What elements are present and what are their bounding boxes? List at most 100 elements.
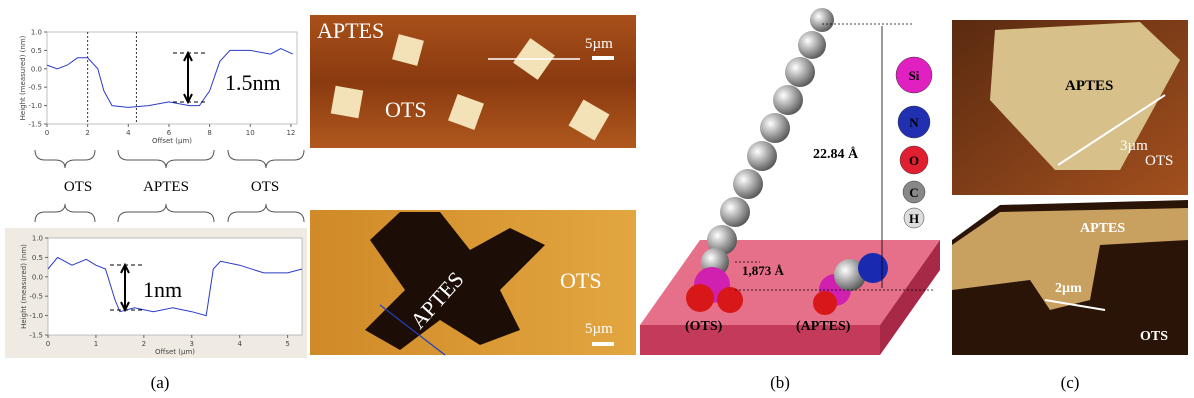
profile-line bbox=[379, 304, 446, 356]
x-tick-label: 5 bbox=[285, 340, 289, 348]
shape bbox=[448, 94, 484, 130]
x-tick-label: 0 bbox=[46, 340, 50, 348]
shape bbox=[330, 85, 364, 119]
atom-o bbox=[813, 291, 837, 315]
x-tick-label: 12 bbox=[286, 129, 295, 137]
gap-label: 1,873 Å bbox=[742, 263, 785, 278]
x-tick-label: 3 bbox=[190, 340, 194, 348]
arrow-head bbox=[183, 50, 193, 105]
brace-label: OTS bbox=[251, 179, 279, 195]
shape bbox=[810, 8, 834, 32]
scale-label: 3µm bbox=[1120, 138, 1148, 154]
height-annotation: 1.5nm bbox=[225, 70, 281, 95]
arrow-head bbox=[120, 262, 130, 313]
shape bbox=[773, 85, 803, 115]
y-tick-label: 0.0 bbox=[31, 65, 42, 73]
shape bbox=[707, 225, 737, 255]
scale-label: 5µm bbox=[585, 36, 613, 52]
x-tick-label: 1 bbox=[94, 340, 98, 348]
shape bbox=[760, 113, 790, 143]
y-tick-label: 0.5 bbox=[31, 47, 42, 55]
x-tick-label: 8 bbox=[207, 129, 211, 137]
ots-chain bbox=[701, 8, 834, 276]
shape bbox=[34, 203, 96, 223]
substrate-front bbox=[640, 325, 880, 355]
legend-label: O bbox=[909, 153, 919, 168]
label-aptes: APTES bbox=[1080, 221, 1125, 236]
legend-ball bbox=[897, 105, 931, 139]
legend-label: N bbox=[909, 115, 919, 130]
scale-arrow bbox=[1044, 299, 1106, 311]
brace-label: APTES bbox=[143, 179, 189, 195]
atom-o bbox=[717, 287, 743, 313]
profile-line bbox=[46, 48, 294, 108]
y-tick-label: 1.0 bbox=[32, 235, 43, 243]
caption: (b) bbox=[770, 373, 790, 392]
atom-n bbox=[858, 253, 888, 283]
label-ots: OTS bbox=[1145, 153, 1173, 169]
profile-chart: -1.5 -1.0 -0.5 0.0 0.5 1.0 0 2 4 6 8 10 12 Offset (µm… bbox=[19, 29, 298, 145]
x-tick-label: 6 bbox=[167, 129, 172, 137]
shape bbox=[733, 169, 763, 199]
caption: (c) bbox=[1061, 373, 1080, 392]
caption: (a) bbox=[151, 373, 170, 392]
y-tick-label: -1.0 bbox=[28, 102, 42, 110]
profile-line bbox=[47, 256, 303, 317]
y-tick-label: 0.0 bbox=[32, 273, 43, 281]
plot-area bbox=[46, 31, 298, 125]
legend-label: Si bbox=[909, 68, 920, 83]
legend-ball bbox=[899, 145, 929, 175]
y-tick-label: -1.0 bbox=[29, 312, 43, 320]
profile-chart: -1.5 -1.0 -0.5 0.0 0.5 1.0 0 1 2 3 4 5 Offset (µm) He… bbox=[20, 235, 303, 356]
atom-o bbox=[686, 284, 714, 312]
legend-ball bbox=[895, 56, 933, 94]
shape bbox=[117, 203, 215, 223]
shape bbox=[568, 99, 610, 141]
label-ots: OTS bbox=[560, 268, 602, 293]
label-aptes: APTES bbox=[1065, 78, 1113, 94]
y-tick-label: -0.5 bbox=[28, 84, 42, 92]
dimension-lines bbox=[735, 23, 935, 291]
height-label: 22.84 Å bbox=[813, 146, 859, 162]
plot-area bbox=[47, 237, 303, 336]
legend-label: H bbox=[909, 211, 919, 226]
scale-bar bbox=[592, 342, 614, 346]
x-tick-label: 4 bbox=[237, 340, 242, 348]
shape bbox=[747, 141, 777, 171]
atom-legend: Si N O CH bbox=[895, 56, 933, 229]
x-tick-label: 2 bbox=[142, 340, 146, 348]
aptes-region bbox=[990, 22, 1180, 170]
shape bbox=[227, 149, 305, 169]
shape bbox=[34, 149, 96, 169]
brace-label: OTS bbox=[64, 179, 92, 195]
y-axis-label: Height (measured) (nm) bbox=[20, 244, 28, 329]
scale-bar bbox=[592, 56, 614, 60]
y-tick-label: -1.5 bbox=[28, 121, 42, 129]
label-ots: OTS bbox=[1140, 329, 1168, 344]
y-tick-label: -0.5 bbox=[29, 293, 43, 301]
x-tick-label: 4 bbox=[126, 129, 131, 137]
label-ots: OTS bbox=[385, 97, 427, 122]
ots-label: (OTS) bbox=[685, 319, 723, 334]
legend-label: C bbox=[909, 185, 918, 200]
y-tick-label: -1.5 bbox=[29, 332, 43, 340]
aptes-cross bbox=[365, 212, 545, 350]
y-axis-label: Height (measured) (nm) bbox=[19, 35, 27, 120]
y-tick-label: 0.5 bbox=[32, 254, 43, 262]
atom-c bbox=[834, 259, 866, 291]
scale-label: 2µm bbox=[1055, 281, 1082, 296]
shape bbox=[117, 149, 215, 169]
shape bbox=[392, 34, 424, 66]
scale-arrow bbox=[1057, 94, 1166, 166]
x-tick-label: 0 bbox=[45, 129, 49, 137]
substrate-side bbox=[880, 240, 940, 355]
legend-ball bbox=[903, 207, 925, 229]
x-tick-label: 2 bbox=[85, 129, 89, 137]
aptes-label: (APTES) bbox=[796, 319, 851, 334]
x-tick-label: 10 bbox=[246, 129, 255, 137]
x-axis-label: Offset (µm) bbox=[152, 137, 192, 145]
shape bbox=[227, 203, 305, 223]
aptes-region bbox=[952, 208, 1188, 310]
label-aptes: APTES bbox=[317, 18, 384, 43]
